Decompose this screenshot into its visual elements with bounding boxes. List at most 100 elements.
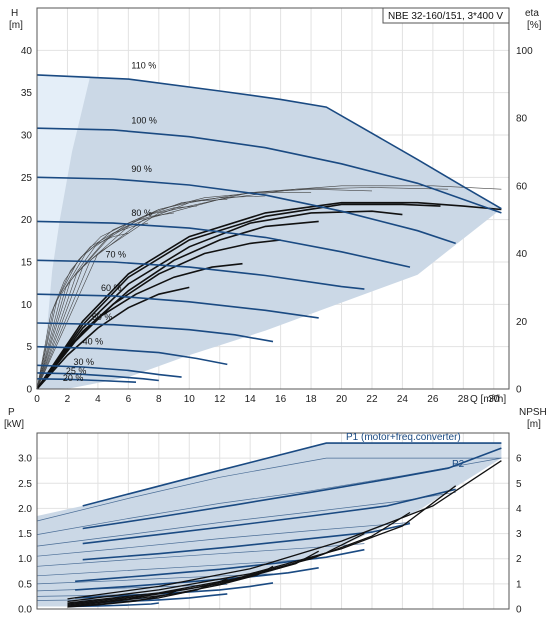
bottom-y-tick-label: 0.0 [18, 605, 32, 616]
bottom-y-tick-label: 1.0 [18, 554, 32, 565]
head-curve [36, 74, 502, 210]
top-y2-tick-labels: 0 20 40 60 80 100 [516, 46, 533, 396]
bottom-y-tick-label: 2.5 [18, 479, 32, 490]
head-curve [36, 372, 159, 382]
top-speed-labels: 110 % 100 % 90 % 80 % 70 % 60 % 50 % 40 % 30 %25… [63, 61, 157, 383]
p1-curve [75, 582, 274, 599]
title-box [382, 7, 510, 24]
bottom-y2-tick-label: 6 [516, 454, 522, 465]
speed-label: 60 % [101, 283, 122, 293]
p2-curve [36, 584, 228, 592]
x-tick-label: 2 [65, 394, 71, 405]
efficiency-curve [36, 203, 441, 390]
bottom-y2-tick-label: 5 [516, 479, 522, 490]
y-tick-label: 0 [26, 385, 32, 396]
x-tick-label: 0 [34, 394, 40, 405]
bottom-y2-tick-label: 1 [516, 579, 522, 590]
speed-label: 50 % [92, 312, 113, 322]
x-tick-label: 20 [336, 394, 348, 405]
bottom-y-tick-label: 0.5 [18, 579, 32, 590]
efficiency-curve [36, 286, 190, 390]
y2-tick-label: 20 [516, 317, 528, 328]
bottom-y2-tick-label: 0 [516, 605, 522, 616]
bottom-y-tick-label: 1.5 [18, 529, 32, 540]
efficiency-curve [36, 210, 403, 390]
head-curve [36, 322, 274, 343]
x-tick-label: 12 [214, 394, 226, 405]
x-tick-label: 28 [458, 394, 470, 405]
head-curve [36, 345, 228, 366]
p1-curve [82, 447, 502, 530]
bottom-y2-axis-unit: [m] [527, 419, 541, 430]
npsh-curve [67, 485, 457, 603]
npsh-curve [67, 550, 320, 606]
bottom-y2-axis-title: NPSH [519, 407, 547, 418]
x-tick-label: 10 [184, 394, 196, 405]
p1-curve [75, 548, 365, 583]
x-axis-title: Q [m³/h] [470, 394, 506, 405]
y2-tick-label: 60 [516, 181, 528, 192]
p2-curve [36, 457, 502, 522]
top-y2-axis-title: eta [525, 8, 539, 19]
bottom-y2-tick-label: 4 [516, 504, 522, 515]
y2-tick-label: 0 [516, 385, 522, 396]
head-curve [36, 293, 319, 319]
head-curve [36, 220, 411, 268]
npsh-curve [67, 588, 182, 608]
y-tick-label: 5 [26, 342, 32, 353]
p1-curve [82, 488, 456, 545]
efficiency-curve [36, 262, 243, 390]
y-tick-label: 30 [21, 131, 33, 142]
p2-curve [36, 558, 319, 577]
speed-label: 40 % [83, 337, 104, 347]
speed-label: 110 % [131, 61, 156, 71]
bottom-y-axis-unit: [kW] [4, 419, 24, 430]
top-plot-frame [36, 7, 510, 390]
efficiency-curve [36, 201, 502, 390]
speed-label: 100 % [131, 116, 157, 126]
npsh-curve [67, 511, 411, 604]
npsh-curve [67, 578, 228, 608]
bottom-y2-tick-label: 3 [516, 529, 522, 540]
x-tick-label: 14 [245, 394, 257, 405]
p1-curve [82, 522, 411, 561]
x-tick-label: 24 [397, 394, 409, 405]
x-tick-label: 4 [95, 394, 101, 405]
thin-efficiency-curve [36, 232, 129, 390]
p1-curve [82, 442, 502, 507]
y-tick-label: 25 [21, 173, 33, 184]
speed-label: 30 % [74, 357, 95, 367]
speed-label: 90 % [131, 164, 152, 174]
bottom-y-tick-labels: 0.0 0.5 1.0 1.5 2.0 2.5 3.0 [18, 454, 32, 616]
x-tick-label: 22 [366, 394, 378, 405]
top-x-tick-labels: 0 2 4 6 8 10 12 14 16 18 20 22 24 26 28 30 [34, 394, 500, 405]
top-y2-axis-unit: [%] [527, 20, 542, 31]
low-flow-region [37, 74, 91, 390]
head-curve [36, 259, 365, 290]
speed-label: 20 % [63, 373, 84, 383]
x-tick-label: 18 [306, 394, 318, 405]
p2-curve [36, 573, 274, 585]
head-curve [36, 176, 456, 245]
y-tick-label: 35 [21, 88, 33, 99]
top-operating-region [37, 74, 502, 390]
top-y-axis-unit: [m] [9, 20, 23, 31]
x-tick-label: 8 [156, 394, 162, 405]
top-y-tick-labels: 0 5 10 15 20 25 30 35 40 [21, 46, 33, 396]
efficiency-curve [36, 220, 319, 390]
speed-label: 70 % [106, 249, 127, 259]
speed-label: 25 % [66, 366, 87, 376]
y-tick-label: 20 [21, 215, 33, 226]
p1-annotation: P1 (motor+freq.converter) [346, 432, 461, 443]
x-tick-label: 16 [275, 394, 287, 405]
bottom-npsh-curves [67, 460, 502, 608]
operating-region [37, 74, 502, 390]
top-y-axis-title: H [11, 8, 18, 19]
bottom-y-tick-label: 2.0 [18, 504, 32, 515]
p2-curve [36, 522, 411, 557]
head-curve [36, 378, 137, 383]
chart-title: NBE 32-160/151, 3*400 V [388, 11, 503, 22]
y2-tick-label: 100 [516, 46, 533, 57]
